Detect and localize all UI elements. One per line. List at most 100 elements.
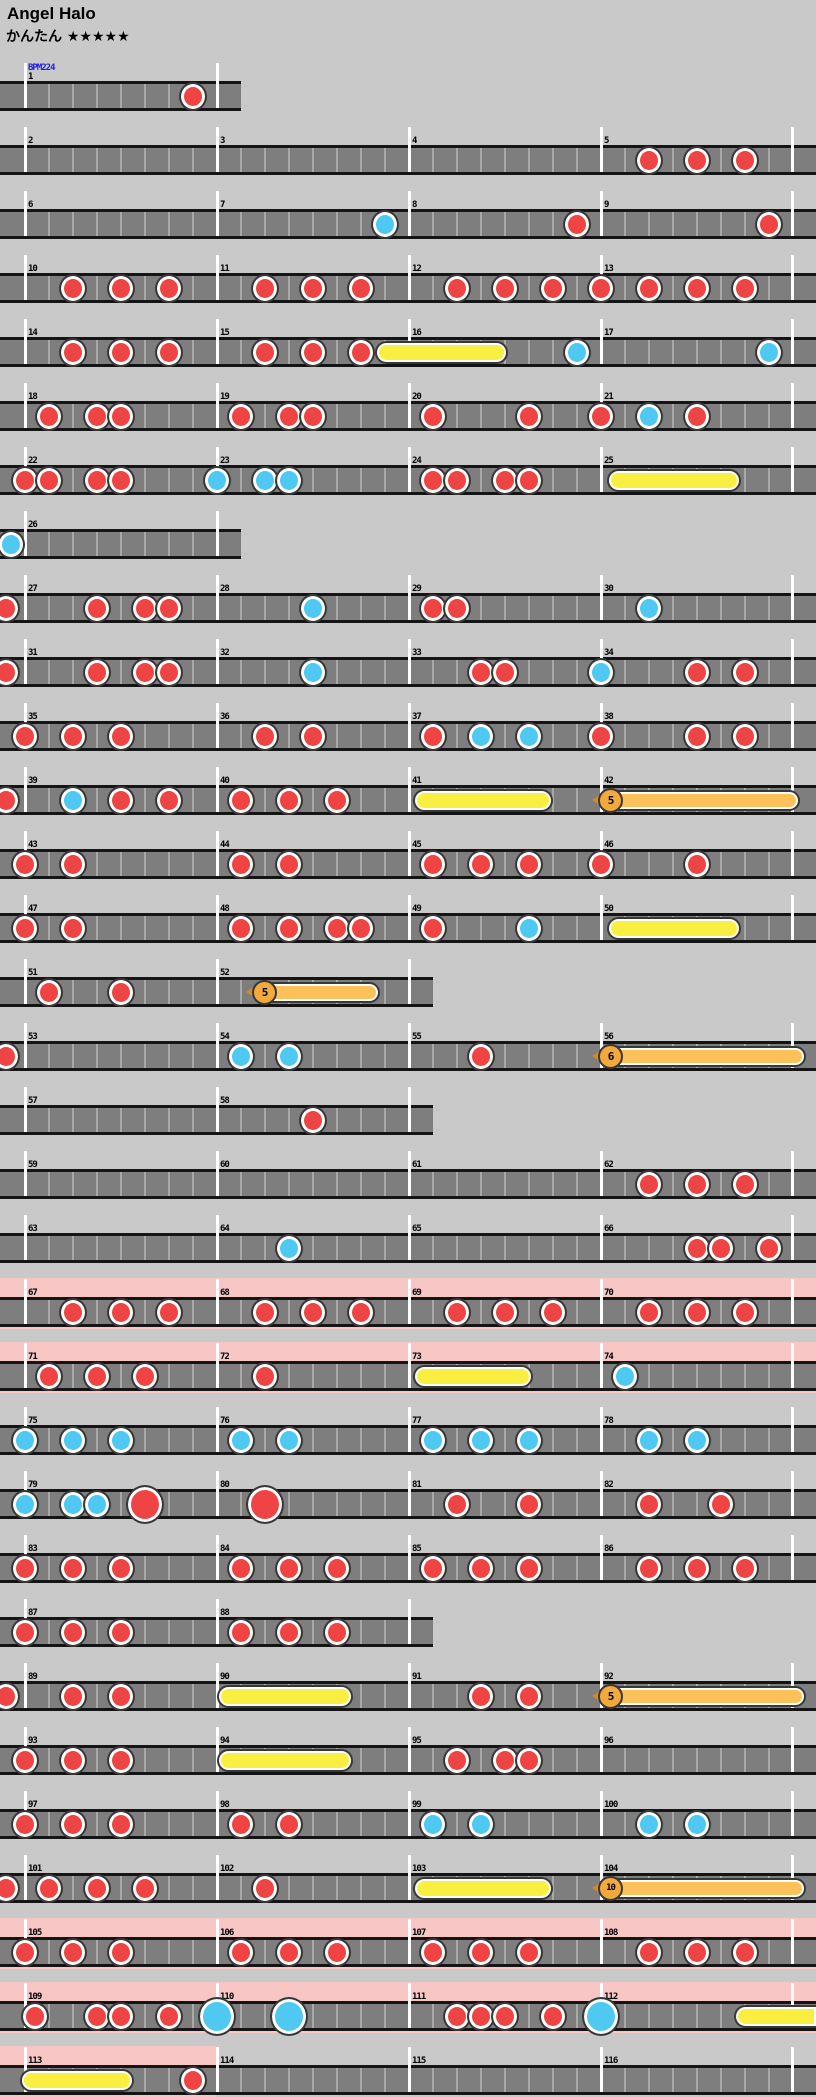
- beat-divider: [456, 660, 458, 684]
- beat-divider: [48, 1492, 50, 1516]
- don-note: [683, 849, 711, 879]
- measure-line: [600, 1343, 603, 1388]
- lane-bottom-border: [0, 2092, 816, 2095]
- measure-line: [408, 191, 411, 236]
- beat-divider: [696, 1748, 698, 1772]
- beat-divider: [672, 1812, 674, 1836]
- measure-number: 48: [220, 904, 230, 914]
- measure-number: 45: [412, 840, 422, 850]
- don-note: [635, 1489, 663, 1519]
- beat-divider: [744, 1364, 746, 1388]
- don-note: [419, 721, 447, 751]
- don-note: [275, 913, 303, 943]
- don-note-big: [126, 1485, 164, 1524]
- beat-divider: [336, 2004, 338, 2028]
- measure-line: [216, 1471, 219, 1516]
- beat-divider: [576, 1684, 578, 1708]
- measure-line: [791, 1919, 794, 1964]
- beat-divider: [648, 2068, 650, 2092]
- measure-number: 36: [220, 712, 230, 722]
- beat-divider: [144, 1940, 146, 1964]
- measure-line: [408, 1535, 411, 1580]
- measure-number: 26: [28, 520, 38, 530]
- ka-note: [11, 1425, 39, 1455]
- ka-note: [611, 1361, 639, 1391]
- beat-divider: [504, 1428, 506, 1452]
- beat-divider: [336, 1044, 338, 1068]
- measure-number: 70: [604, 1288, 614, 1298]
- don-note: [155, 1297, 183, 1327]
- ka-note: [59, 1425, 87, 1455]
- measure-number: 69: [412, 1288, 422, 1298]
- don-note: [515, 849, 543, 879]
- beat-divider: [264, 1044, 266, 1068]
- measure-line: [216, 1727, 219, 1772]
- measure-number: 10: [28, 264, 38, 274]
- don-note: [731, 1553, 759, 1583]
- measure-number: 56: [604, 1032, 614, 1042]
- beat-divider: [192, 1108, 194, 1132]
- beat-divider: [312, 788, 314, 812]
- beat-divider: [360, 468, 362, 492]
- beat-divider: [240, 1876, 242, 1900]
- beat-divider: [456, 916, 458, 940]
- beat-divider: [504, 404, 506, 428]
- beat-divider: [192, 1492, 194, 1516]
- don-note: [683, 1937, 711, 1967]
- beat-divider: [288, 340, 290, 364]
- beat-divider: [648, 212, 650, 236]
- measure-line: [600, 2047, 603, 2092]
- beat-divider: [336, 724, 338, 748]
- don-note: [107, 337, 135, 367]
- beat-divider: [528, 596, 530, 620]
- measure-number: 59: [28, 1160, 38, 1170]
- beat-divider: [168, 2068, 170, 2092]
- don-note: [563, 209, 591, 239]
- measure-line: [600, 1151, 603, 1196]
- measure-line: [791, 127, 794, 172]
- don-note: [83, 593, 111, 623]
- beat-divider: [144, 2068, 146, 2092]
- beat-divider: [288, 1364, 290, 1388]
- beat-divider: [192, 980, 194, 1004]
- beat-divider: [120, 1364, 122, 1388]
- beat-divider: [192, 1748, 194, 1772]
- beat-divider: [624, 148, 626, 172]
- beat-divider: [336, 2068, 338, 2092]
- beat-divider: [720, 212, 722, 236]
- don-note: [59, 1681, 87, 1711]
- measure-line: [24, 511, 27, 556]
- beat-divider: [528, 1044, 530, 1068]
- don-note: [635, 1937, 663, 1967]
- don-note: [59, 1937, 87, 1967]
- don-note: [683, 1553, 711, 1583]
- measure-number: 98: [220, 1800, 230, 1810]
- don-note: [35, 1873, 63, 1903]
- beat-divider: [144, 1812, 146, 1836]
- drumroll-bar: [734, 2004, 816, 2028]
- beat-divider: [96, 1620, 98, 1644]
- don-note: [0, 657, 20, 687]
- beat-divider: [240, 468, 242, 492]
- measure-number: 19: [220, 392, 230, 402]
- don-note: [299, 721, 327, 751]
- beat-divider: [336, 596, 338, 620]
- beat-divider: [96, 1428, 98, 1452]
- measure-line: [24, 127, 27, 172]
- beat-divider: [72, 212, 74, 236]
- don-note: [299, 273, 327, 303]
- beat-divider: [264, 1108, 266, 1132]
- lane-bottom-border: [0, 1452, 816, 1455]
- measure-line: [600, 1791, 603, 1836]
- beat-divider: [264, 2004, 266, 2028]
- beat-divider: [48, 1300, 50, 1324]
- don-note: [731, 1297, 759, 1327]
- measure-line: [791, 895, 794, 940]
- lane-bottom-border: [0, 1964, 816, 1967]
- beat-divider: [456, 1812, 458, 1836]
- don-note: [0, 593, 20, 623]
- measure-number: 41: [412, 776, 422, 786]
- beat-divider: [720, 1556, 722, 1580]
- measure-line: [216, 639, 219, 684]
- beat-divider: [672, 852, 674, 876]
